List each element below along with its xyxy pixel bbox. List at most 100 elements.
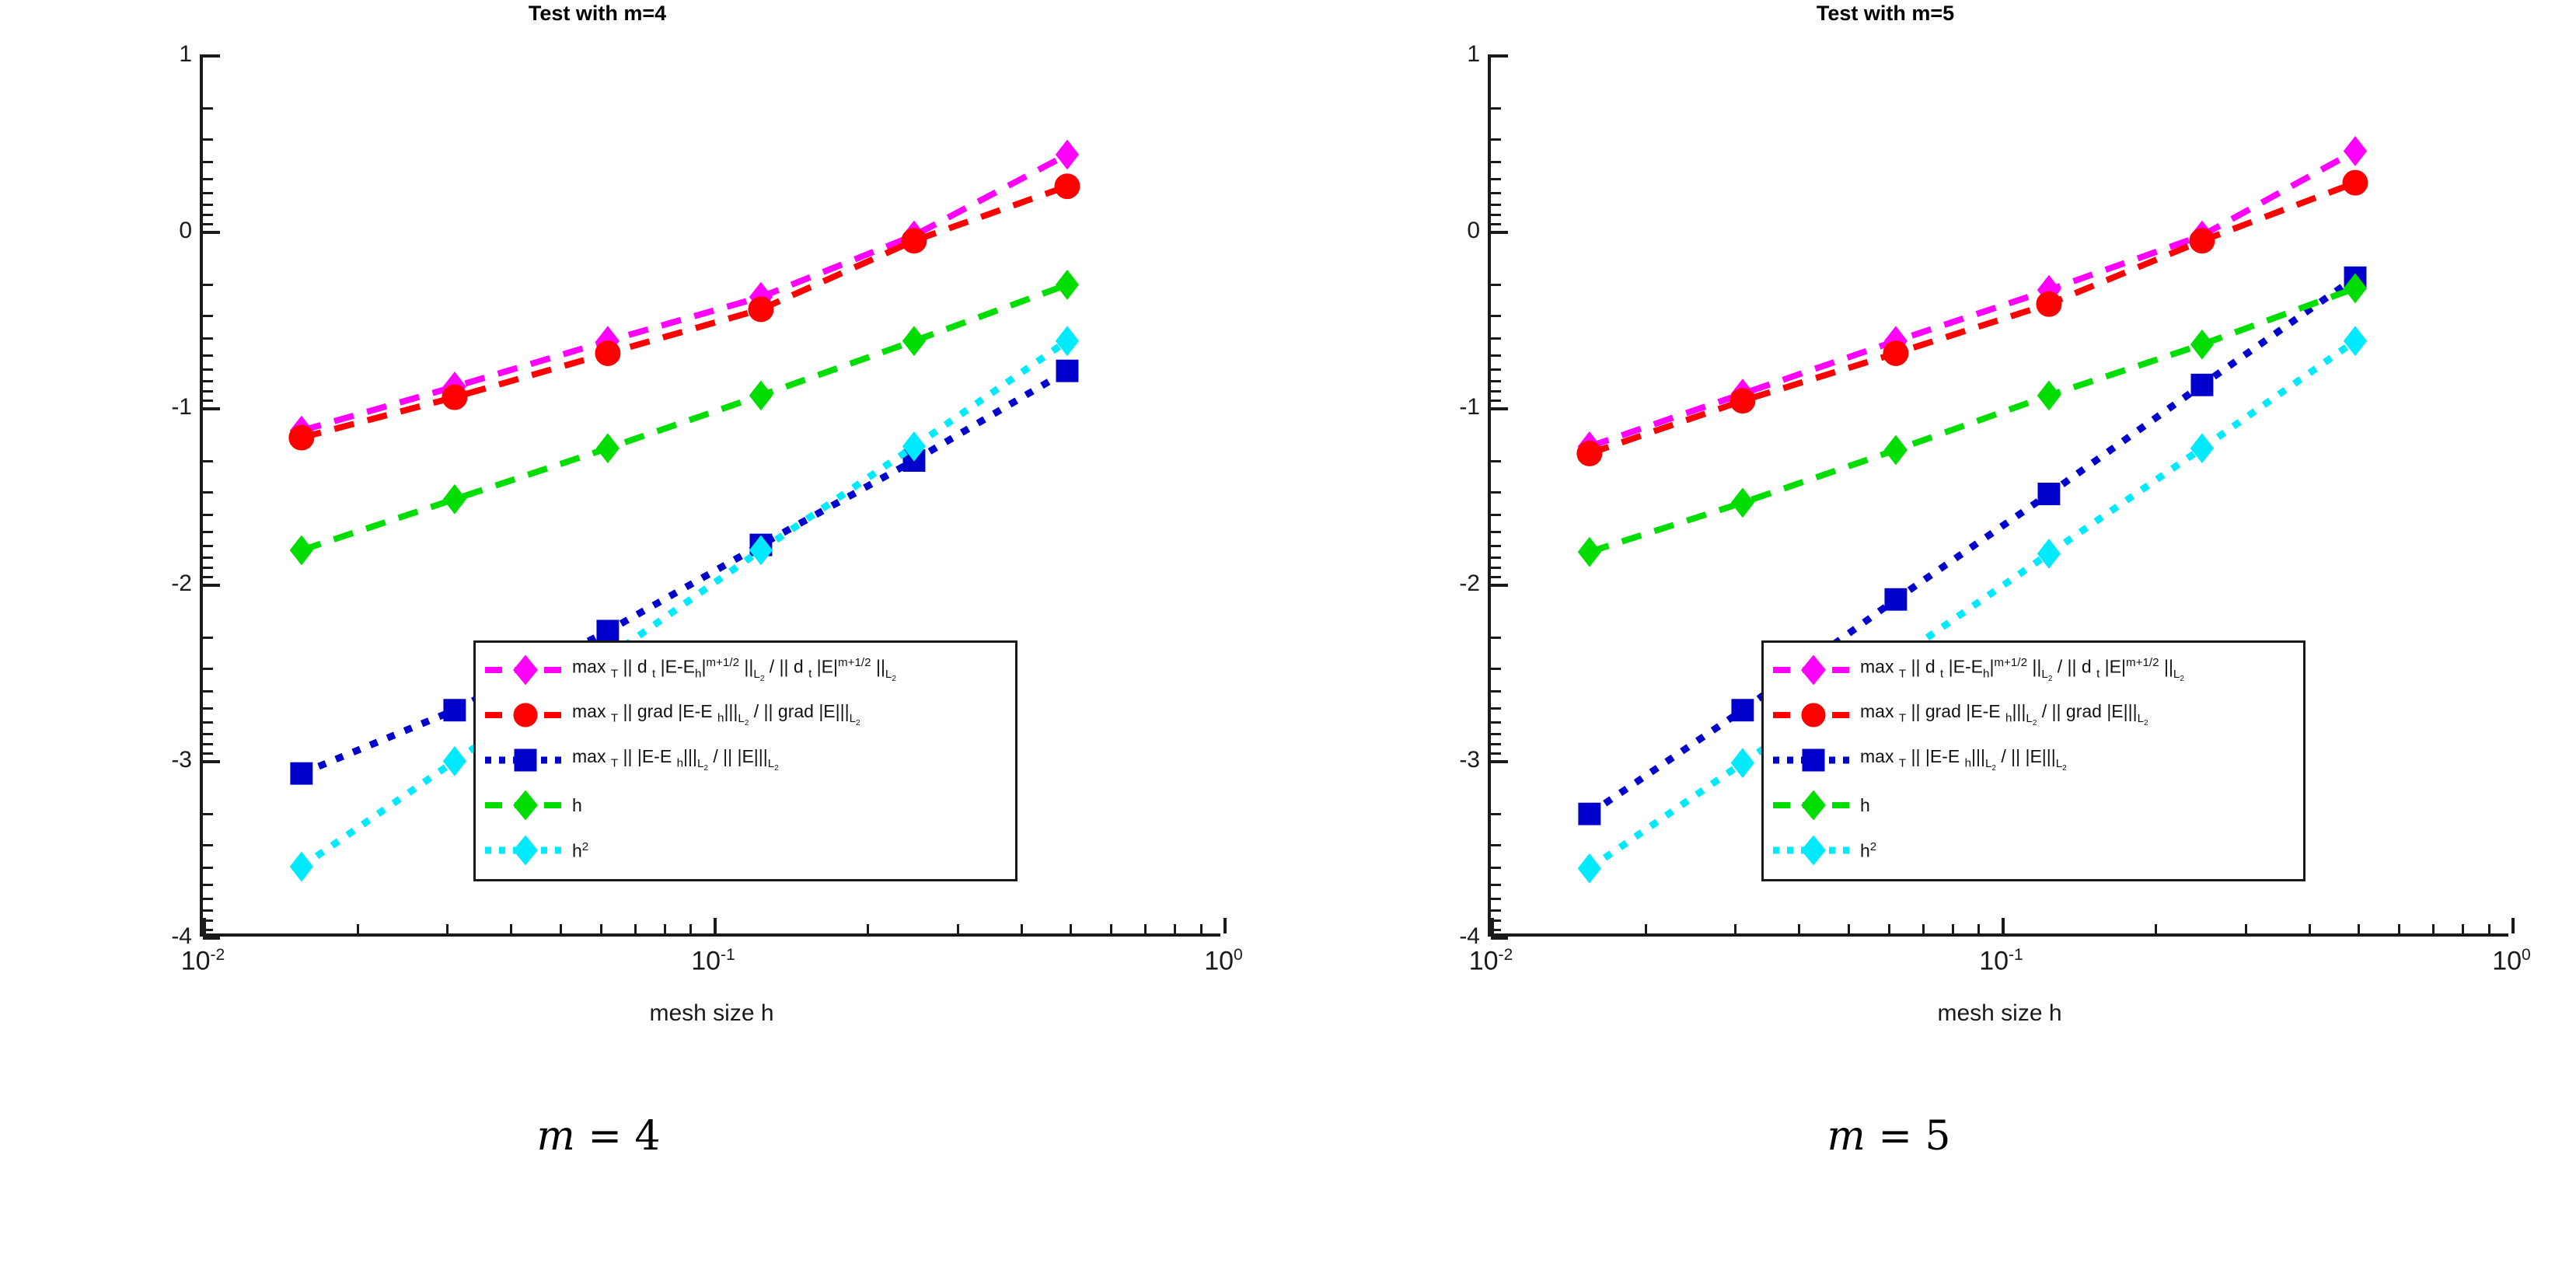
x-tick-minor — [689, 924, 693, 933]
chart-title-left: Test with m=4 — [528, 2, 667, 25]
legend-left: max T || d t |E-Eh|m+1/2 ||L2 / || d t |… — [473, 640, 1017, 881]
y-tick-major — [203, 584, 220, 587]
y-tick-minor — [1491, 567, 1501, 569]
legend-item-grad-ratio[interactable]: max T || grad |E-E h|||L2 / || grad |E||… — [483, 693, 1007, 738]
y-tick-minor — [1491, 513, 1501, 516]
legend-item-dt-ratio[interactable]: max T || d t |E-Eh|m+1/2 ||L2 / || d t |… — [483, 647, 1007, 693]
y-tick-minor — [1491, 721, 1501, 724]
y-tick-minor — [1491, 214, 1501, 216]
panel-right: Test with m=5 mesh size h 1 0 -1 -2 -3 -4 10-2… — [1288, 0, 2576, 1026]
legend-item-dt-ratio[interactable]: max T || d t |E-Eh|m+1/2 ||L2 / || d t |… — [1771, 647, 2295, 693]
legend-label-dt-ratio: max T || d t |E-Eh|m+1/2 ||L2 / || d t |… — [572, 656, 896, 683]
y-tick-minor — [203, 883, 213, 886]
legend-item-l2-ratio[interactable]: max T || |E-E h|||L2 / || |E|||L2 — [483, 738, 1007, 783]
legend-label-l2-ratio: max T || |E-E h|||L2 / || |E|||L2 — [1860, 746, 2067, 773]
series-3 — [289, 269, 1080, 566]
y-tick-minor — [1491, 556, 1501, 559]
caption-left: m = 4 — [443, 1113, 754, 1160]
y-tick-minor — [1491, 813, 1501, 816]
y-tick-minor — [1491, 544, 1501, 547]
legend-swatch-h2 — [1771, 835, 1855, 866]
y-tick-minor — [1491, 897, 1501, 900]
y-tick-minor — [203, 928, 213, 931]
legend-label-grad-ratio: max T || grad |E-E h|||L2 / || grad |E||… — [572, 701, 860, 727]
x-tick-minor — [2308, 924, 2311, 933]
x-tick-minor — [446, 924, 449, 933]
y-tick-minor — [1491, 203, 1501, 206]
y-tick-minor — [203, 315, 213, 318]
x-tick-minor — [599, 924, 602, 933]
y-tick-minor — [203, 491, 213, 494]
legend-label-h2: h2 — [572, 839, 589, 861]
caption-right-symbol: m — [1827, 1113, 1866, 1160]
x-tick-minor — [2487, 924, 2490, 933]
y-tick-minor — [1491, 460, 1501, 463]
y-tick-minor — [203, 107, 213, 110]
x-tick-major — [713, 918, 717, 933]
y-tick-minor — [1491, 637, 1501, 640]
y-tick-minor — [1491, 575, 1501, 578]
x-tick-major — [2001, 918, 2005, 933]
y-tick-minor — [1491, 866, 1501, 869]
y-tick-minor — [1491, 883, 1501, 886]
x-tick-minor — [2358, 924, 2361, 933]
x-tick-major — [203, 918, 206, 933]
x-tick-minor — [1887, 924, 1890, 933]
legend-item-h2[interactable]: h2 — [483, 828, 1007, 873]
x-tick-minor — [2432, 924, 2435, 933]
y-tick-label: -1 — [171, 394, 192, 420]
y-tick-minor — [1491, 354, 1501, 357]
y-tick-major — [203, 937, 220, 940]
caption-right-value: 5 — [1925, 1113, 1951, 1160]
series-4 — [1577, 326, 2368, 884]
y-tick-minor — [1491, 707, 1501, 710]
legend-item-h[interactable]: h — [483, 783, 1007, 828]
y-tick-major — [1491, 231, 1508, 234]
y-tick-minor — [203, 844, 213, 847]
legend-label-h: h — [1860, 794, 1870, 815]
series-0 — [289, 139, 1080, 446]
x-tick-minor — [1798, 924, 1801, 933]
y-tick-minor — [1491, 752, 1501, 755]
caption-left-symbol: m — [536, 1113, 575, 1160]
x-tick-minor — [2398, 924, 2401, 933]
x-tick-minor — [1734, 924, 1737, 933]
y-tick-major — [1491, 584, 1508, 587]
y-tick-minor — [203, 813, 213, 816]
y-tick-minor — [1491, 138, 1501, 141]
y-tick-minor — [203, 138, 213, 141]
y-tick-minor — [1491, 379, 1501, 382]
y-tick-minor — [203, 214, 213, 216]
x-tick-minor — [1070, 924, 1073, 933]
legend-item-h[interactable]: h — [1771, 783, 2295, 828]
x-tick-minor — [510, 924, 513, 933]
y-tick-label: 1 — [179, 41, 192, 67]
y-tick-minor — [1491, 689, 1501, 693]
caption-right-equals: = — [1878, 1113, 1912, 1160]
x-tick-major — [2511, 918, 2515, 933]
x-tick-minor — [1644, 924, 1647, 933]
y-tick-label: 1 — [1467, 41, 1480, 67]
y-tick-minor — [1491, 743, 1501, 745]
axes-left: mesh size h 1 0 -1 -2 -3 -4 10-2 10-1 100 — [171, 41, 1242, 1026]
legend-swatch-h — [483, 790, 567, 821]
legend-item-l2-ratio[interactable]: max T || |E-E h|||L2 / || |E|||L2 — [1771, 738, 2295, 783]
y-tick-minor — [203, 337, 213, 340]
legend-item-grad-ratio[interactable]: max T || grad |E-E h|||L2 / || grad |E||… — [1771, 693, 2295, 738]
legend-swatch-grad-ratio — [1771, 700, 1855, 731]
y-tick-minor — [1491, 844, 1501, 847]
x-tick-label: 10-2 — [1468, 946, 1513, 976]
plot-area-right — [1491, 54, 2508, 933]
y-tick-major — [203, 407, 220, 410]
x-tick-major — [1223, 918, 1227, 933]
x-tick-minor — [2244, 924, 2247, 933]
legend-item-h2[interactable]: h2 — [1771, 828, 2295, 873]
x-tick-minor — [1144, 924, 1147, 933]
y-tick-minor — [203, 379, 213, 382]
legend-swatch-h — [1771, 790, 1855, 821]
y-tick-minor — [203, 752, 213, 755]
y-tick-label: -4 — [1459, 923, 1480, 949]
y-tick-minor — [203, 530, 213, 533]
y-tick-minor — [203, 368, 213, 371]
